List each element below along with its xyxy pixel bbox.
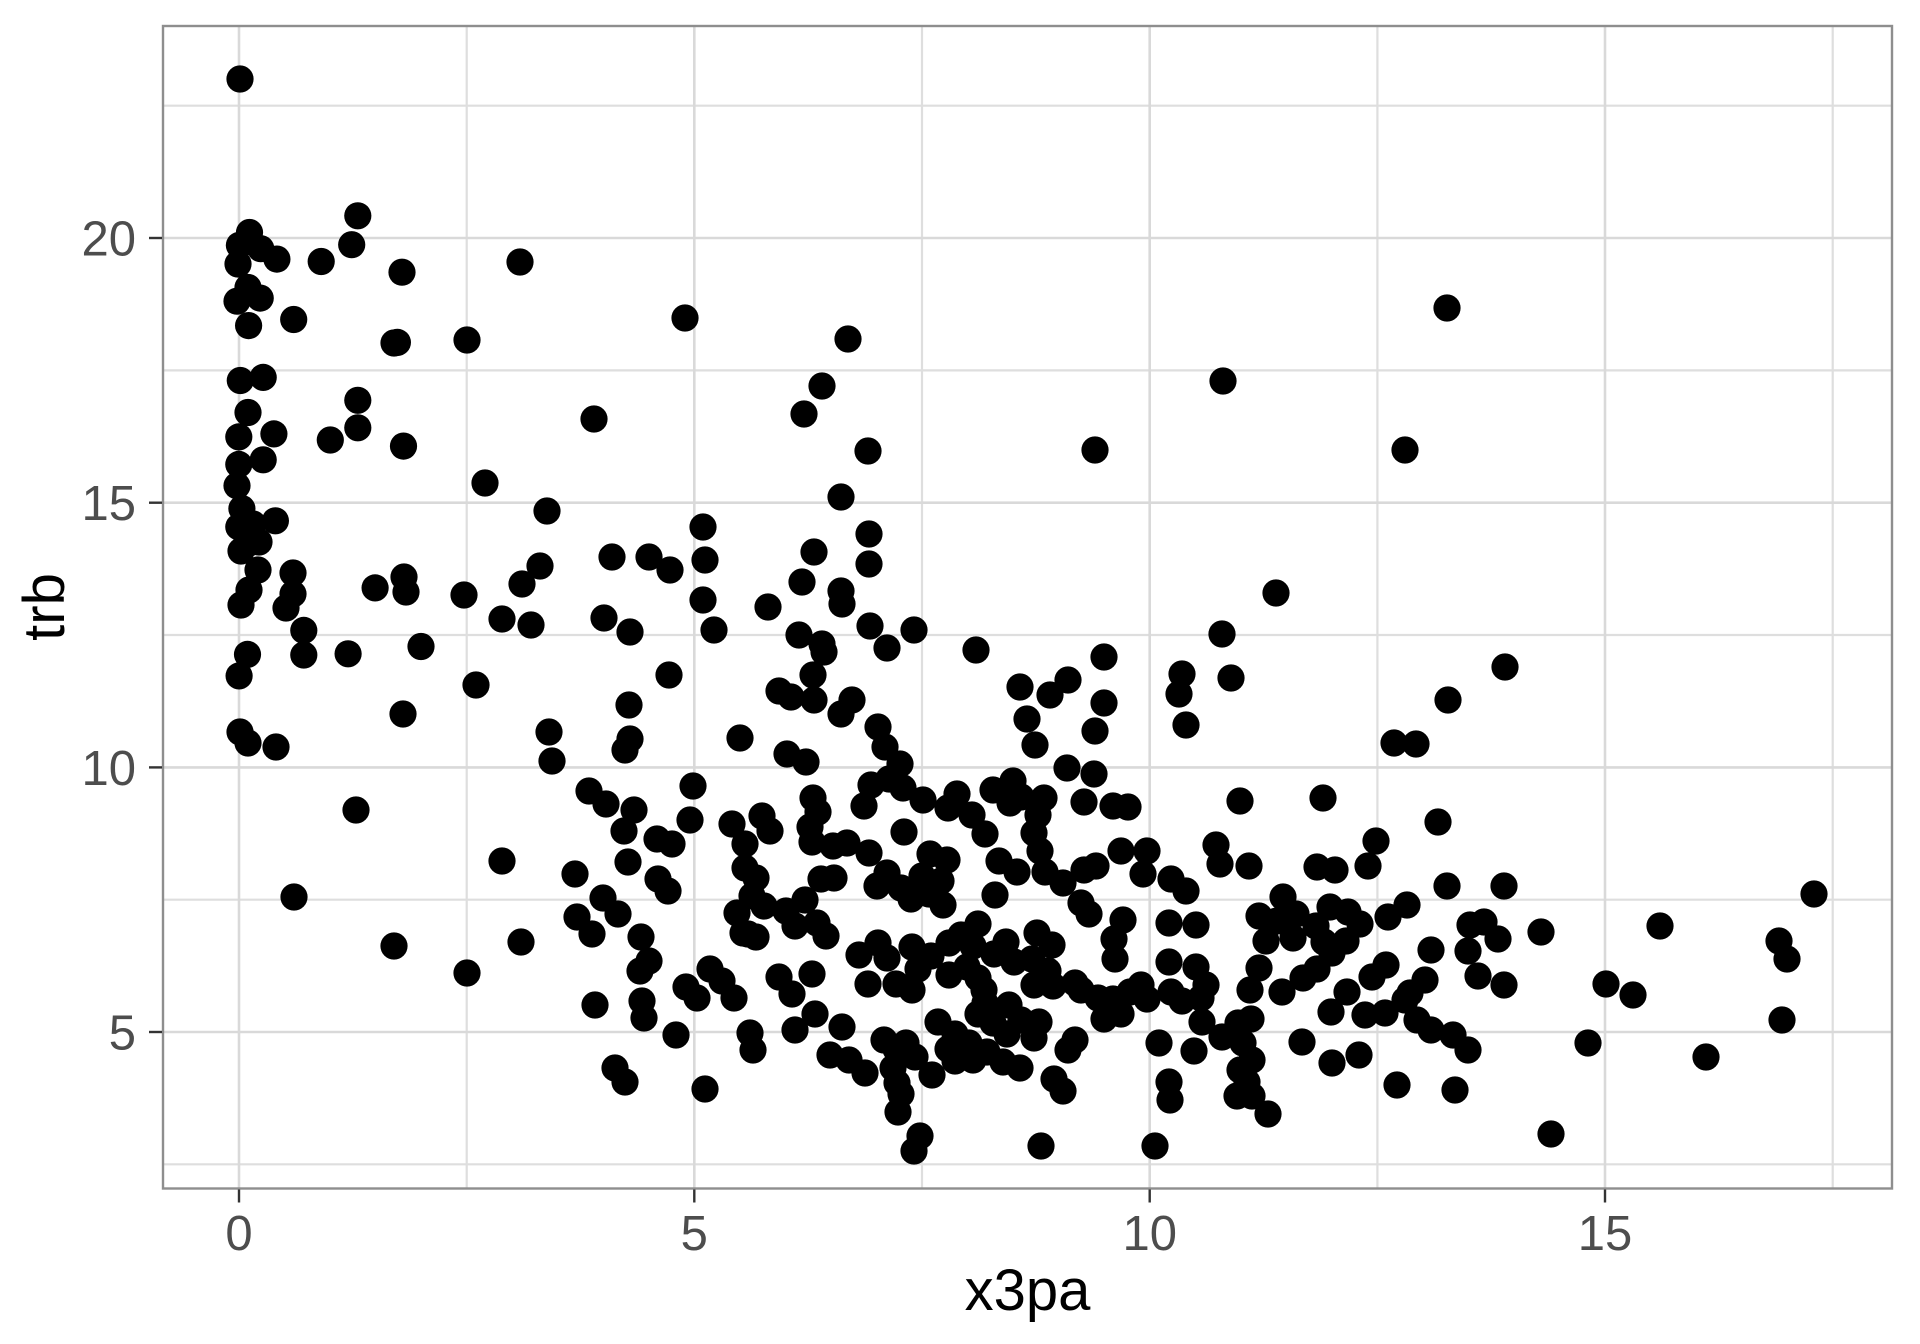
svg-text:5: 5 — [109, 1007, 136, 1061]
svg-text:20: 20 — [81, 213, 136, 267]
svg-text:5: 5 — [681, 1207, 708, 1261]
svg-text:15: 15 — [1578, 1207, 1633, 1261]
svg-text:trb: trb — [12, 573, 77, 641]
svg-text:x3pa: x3pa — [965, 1258, 1092, 1323]
svg-text:10: 10 — [81, 742, 136, 796]
svg-text:15: 15 — [81, 477, 136, 531]
svg-text:10: 10 — [1122, 1207, 1177, 1261]
svg-text:0: 0 — [225, 1207, 252, 1261]
